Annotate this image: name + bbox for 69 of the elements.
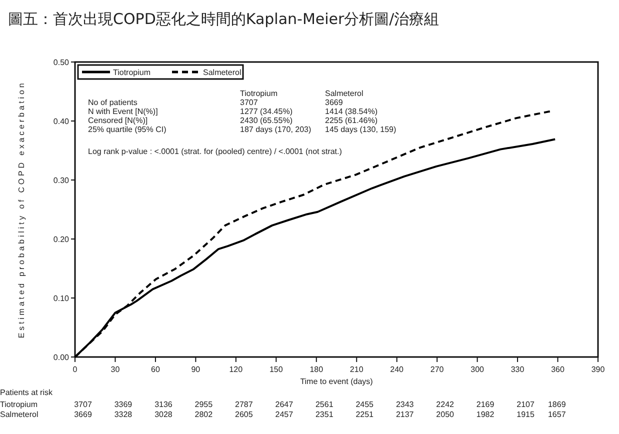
text: 2050 <box>436 410 455 419</box>
y-tick-label: 0.10 <box>53 294 70 303</box>
annotation: 3707 <box>240 98 258 107</box>
y-tick-label: 0.30 <box>53 176 70 185</box>
x-tick-label: 60 <box>151 365 160 374</box>
text: 2647 <box>275 400 294 409</box>
annotation: Tiotropium <box>240 89 278 98</box>
x-axis-title: Time to event (days) <box>300 377 374 386</box>
text: 2351 <box>315 410 334 419</box>
annotation: Salmeterol <box>325 89 364 98</box>
text: 2107 <box>516 400 535 409</box>
x-tick-label: 300 <box>470 365 485 374</box>
text: Salmeterol <box>0 410 38 419</box>
x-tick-label: 210 <box>350 365 364 374</box>
text: 2251 <box>356 410 374 419</box>
annotation: N with Event [N(%)] <box>88 107 158 116</box>
annotation: Log rank p-value : <.0001 (strat. for (pooled) centre) / <.0001 (not strat.) <box>88 147 342 156</box>
x-tick-label: 150 <box>269 365 284 374</box>
text: 2561 <box>315 400 334 409</box>
annotation: 2430 (65.55%) <box>240 116 293 125</box>
text: 1869 <box>548 400 566 409</box>
legend-label: Tiotropium <box>113 68 151 77</box>
x-tick-label: 0 <box>72 365 78 374</box>
text: 1657 <box>548 410 566 419</box>
text: 3369 <box>114 400 133 409</box>
x-tick-label: 390 <box>591 365 606 374</box>
text: 2137 <box>396 410 414 419</box>
text: 2343 <box>396 400 414 409</box>
text: 2457 <box>275 410 294 419</box>
x-tick-label: 330 <box>510 365 525 374</box>
x-tick-label: 240 <box>390 365 404 374</box>
chart-title: 圖五：首次出現COPD惡化之時間的Kaplan-Meier分析圖/治療組 <box>8 10 440 28</box>
y-axis-title: Estimated probability of COPD exacerbation <box>17 80 26 338</box>
y-tick-label: 0.20 <box>53 235 70 244</box>
legend-label: Salmeterol <box>203 68 242 77</box>
y-tick-label: 0.40 <box>53 117 70 126</box>
x-tick-label: 120 <box>229 365 244 374</box>
annotation: 2255 (61.46%) <box>325 116 378 125</box>
x-tick-label: 360 <box>551 365 565 374</box>
text: Patients at risk <box>0 388 54 397</box>
annotation: No of patients <box>88 98 138 107</box>
text: 2455 <box>356 400 374 409</box>
x-tick-label: 180 <box>310 365 324 374</box>
annotation: Censored [N(%)] <box>88 116 148 125</box>
text: 3136 <box>154 400 173 409</box>
annotation: 3669 <box>325 98 344 107</box>
annotation: 25% quartile (95% CI) <box>88 125 167 134</box>
text: 3669 <box>74 410 92 419</box>
annotation: 187 days (170, 203) <box>240 125 312 134</box>
text: 2955 <box>194 400 214 409</box>
x-tick-label: 270 <box>430 365 444 374</box>
text: 3328 <box>114 410 133 419</box>
text: 3028 <box>154 410 173 419</box>
y-tick-label: 0.00 <box>53 353 70 362</box>
text: 2169 <box>476 400 495 409</box>
text: 2605 <box>235 410 254 419</box>
text: 2802 <box>194 410 214 419</box>
annotation: 145 days (130, 159) <box>325 125 396 134</box>
y-tick-label: 0.50 <box>53 58 70 67</box>
text: 1915 <box>516 410 535 419</box>
x-tick-label: 90 <box>191 365 201 374</box>
text: 2242 <box>436 400 455 409</box>
annotation: 1277 (34.45%) <box>240 107 293 116</box>
text: 2787 <box>235 400 254 409</box>
x-tick-label: 30 <box>110 365 120 374</box>
text: 3707 <box>74 400 92 409</box>
text: 1982 <box>476 410 495 419</box>
text: Tiotropium <box>0 400 38 409</box>
annotation: 1414 (38.54%) <box>325 107 378 116</box>
